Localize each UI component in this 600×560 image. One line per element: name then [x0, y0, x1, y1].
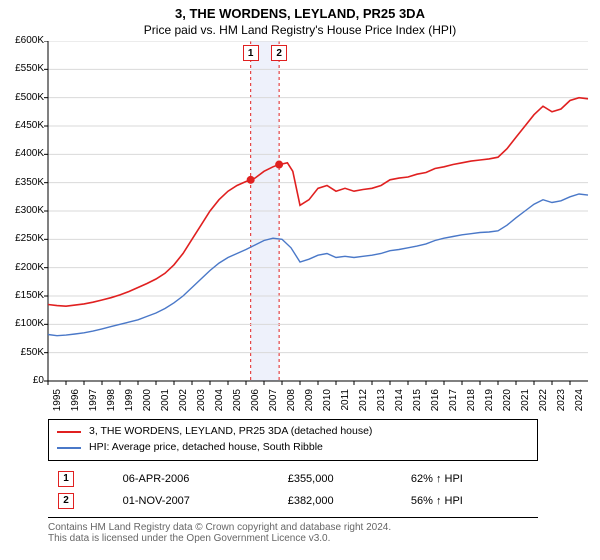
legend-swatch — [57, 447, 81, 449]
x-tick-label: 1999 — [124, 389, 135, 419]
license-line-2: This data is licensed under the Open Gov… — [48, 533, 538, 544]
sale-price: £355,000 — [280, 469, 401, 489]
x-tick-label: 2009 — [304, 389, 315, 419]
x-tick-label: 2000 — [142, 389, 153, 419]
legend: 3, THE WORDENS, LEYLAND, PR25 3DA (detac… — [48, 419, 538, 461]
y-tick-label: £50K — [0, 347, 44, 358]
sale-date: 06-APR-2006 — [115, 469, 278, 489]
y-tick-label: £300K — [0, 205, 44, 216]
x-tick-label: 2013 — [376, 389, 387, 419]
legend-swatch — [57, 431, 81, 433]
x-tick-label: 2023 — [556, 389, 567, 419]
x-tick-label: 1996 — [70, 389, 81, 419]
x-tick-label: 2004 — [214, 389, 225, 419]
x-tick-label: 2024 — [574, 389, 585, 419]
y-tick-label: £500K — [0, 92, 44, 103]
x-tick-label: 2015 — [412, 389, 423, 419]
x-tick-label: 2021 — [520, 389, 531, 419]
y-tick-label: £350K — [0, 177, 44, 188]
y-tick-label: £400K — [0, 148, 44, 159]
license-line-1: Contains HM Land Registry data © Crown c… — [48, 522, 538, 533]
x-tick-label: 2005 — [232, 389, 243, 419]
y-tick-label: £250K — [0, 233, 44, 244]
x-tick-label: 2012 — [358, 389, 369, 419]
y-tick-label: £0 — [0, 375, 44, 386]
x-tick-label: 2018 — [466, 389, 477, 419]
x-tick-label: 2008 — [286, 389, 297, 419]
y-tick-label: £550K — [0, 63, 44, 74]
sale-price: £382,000 — [280, 491, 401, 511]
chart-subtitle: Price paid vs. HM Land Registry's House … — [0, 21, 600, 41]
chart-area: £0 £50K £100K £150K £200K £250K £300K £350K £400… — [0, 41, 600, 411]
x-tick-label: 2022 — [538, 389, 549, 419]
chart-sale-marker: 2 — [271, 45, 287, 61]
sale-date: 01-NOV-2007 — [115, 491, 278, 511]
sale-marker-icon: 2 — [58, 493, 74, 509]
y-tick-label: £100K — [0, 318, 44, 329]
x-tick-label: 2020 — [502, 389, 513, 419]
legend-label: HPI: Average price, detached house, Sout… — [89, 440, 323, 456]
x-tick-label: 2010 — [322, 389, 333, 419]
x-tick-label: 1997 — [88, 389, 99, 419]
license-text: Contains HM Land Registry data © Crown c… — [48, 517, 538, 544]
x-tick-label: 1995 — [52, 389, 63, 419]
y-tick-label: £450K — [0, 120, 44, 131]
sale-hpi-delta: 62% ↑ HPI — [403, 469, 536, 489]
y-tick-label: £150K — [0, 290, 44, 301]
sale-hpi-delta: 56% ↑ HPI — [403, 491, 536, 511]
chart-title: 3, THE WORDENS, LEYLAND, PR25 3DA — [0, 0, 600, 21]
x-tick-label: 2016 — [430, 389, 441, 419]
legend-row: 3, THE WORDENS, LEYLAND, PR25 3DA (detac… — [57, 424, 529, 440]
x-tick-label: 2002 — [178, 389, 189, 419]
x-tick-label: 1998 — [106, 389, 117, 419]
legend-row: HPI: Average price, detached house, Sout… — [57, 440, 529, 456]
table-row: 1 06-APR-2006£355,00062% ↑ HPI — [50, 469, 536, 489]
x-tick-label: 2003 — [196, 389, 207, 419]
y-tick-label: £600K — [0, 35, 44, 46]
sales-table: 1 06-APR-2006£355,00062% ↑ HPI 2 01-NOV-200… — [48, 467, 538, 513]
x-tick-label: 2007 — [268, 389, 279, 419]
table-row: 2 01-NOV-2007£382,00056% ↑ HPI — [50, 491, 536, 511]
x-tick-label: 2014 — [394, 389, 405, 419]
y-tick-label: £200K — [0, 262, 44, 273]
x-tick-label: 2006 — [250, 389, 261, 419]
x-tick-label: 2017 — [448, 389, 459, 419]
sale-marker-icon: 1 — [58, 471, 74, 487]
legend-label: 3, THE WORDENS, LEYLAND, PR25 3DA (detac… — [89, 424, 372, 440]
x-tick-label: 2019 — [484, 389, 495, 419]
x-tick-label: 2011 — [340, 389, 351, 419]
x-tick-label: 2001 — [160, 389, 171, 419]
line-chart-svg — [0, 41, 600, 411]
chart-sale-marker: 1 — [243, 45, 259, 61]
